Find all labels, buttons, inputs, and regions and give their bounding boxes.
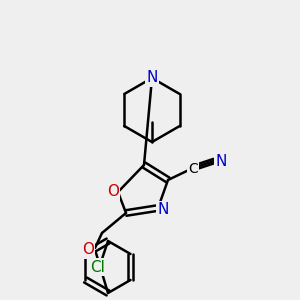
Text: O: O <box>107 184 119 200</box>
Text: N: N <box>157 202 169 217</box>
Text: Cl: Cl <box>91 260 105 274</box>
Text: N: N <box>215 154 227 169</box>
Text: O: O <box>82 242 94 257</box>
Text: C: C <box>188 162 198 176</box>
Text: N: N <box>146 70 158 86</box>
